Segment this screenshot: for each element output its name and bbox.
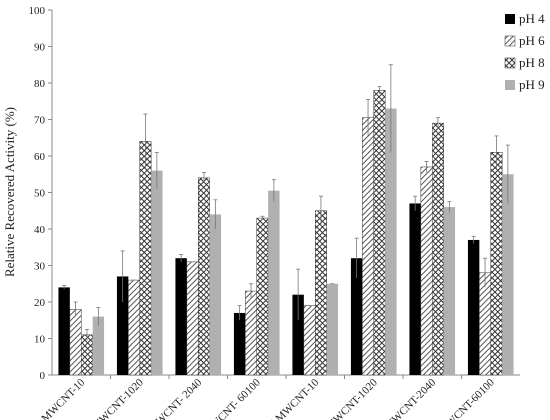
bar — [326, 283, 339, 375]
x-tick-label: f-MWCNT-60100 — [432, 376, 497, 420]
y-tick-label: 80 — [34, 78, 46, 90]
bar — [409, 203, 421, 375]
bar — [443, 207, 456, 375]
legend-label: pH 9 — [519, 77, 545, 92]
bar — [69, 309, 82, 376]
bar — [139, 141, 152, 376]
bar — [116, 276, 129, 375]
bar — [92, 316, 105, 375]
bar — [303, 305, 316, 376]
y-tick-label: 100 — [29, 5, 46, 17]
bar — [268, 190, 280, 375]
bar — [175, 258, 187, 375]
x-tick-label: f-MWCNT-10 — [268, 376, 321, 420]
legend-label: pH 6 — [519, 33, 545, 48]
legend-swatch — [505, 14, 515, 24]
bar — [362, 117, 374, 376]
x-tick-label: f-MWCNT-1020 — [319, 376, 380, 420]
y-tick-label: 10 — [34, 334, 46, 346]
bar — [58, 287, 70, 375]
bar — [292, 294, 304, 375]
bar — [350, 258, 363, 375]
bar — [198, 177, 210, 376]
bar — [256, 217, 269, 376]
bar — [420, 166, 433, 376]
y-axis-label: Relative Recovered Activity (%) — [2, 107, 17, 277]
legend-swatch — [505, 80, 515, 90]
bar — [490, 152, 503, 376]
legend-label: pH 4 — [519, 11, 545, 26]
legend-swatch — [504, 35, 516, 47]
bar — [502, 174, 514, 375]
bar — [128, 279, 140, 376]
y-tick-label: 70 — [34, 115, 46, 127]
legend-swatch — [504, 57, 516, 69]
bar — [233, 312, 246, 375]
y-tick-label: 60 — [34, 151, 46, 163]
bar — [151, 170, 163, 375]
y-tick-label: 0 — [40, 370, 46, 382]
y-tick-label: 20 — [34, 297, 46, 309]
bar — [209, 214, 222, 375]
bar — [479, 272, 491, 376]
bar — [245, 290, 257, 376]
y-tick-label: 30 — [34, 261, 46, 273]
bar — [373, 90, 386, 376]
bar — [467, 239, 480, 375]
bar — [385, 108, 397, 376]
y-tick-label: 50 — [34, 188, 46, 200]
bar — [186, 261, 199, 376]
x-tick-label: MWCNT- 2040 — [147, 376, 205, 420]
y-tick-label: 90 — [34, 42, 46, 54]
bar — [432, 122, 444, 376]
x-tick-label: f-MWCNT-2040 — [377, 376, 438, 420]
x-tick-label: MWCNT-1020 — [90, 376, 146, 420]
y-tick-label: 40 — [34, 224, 46, 236]
x-tick-label: MWCNT- 60100 — [201, 376, 263, 420]
bar — [81, 334, 93, 376]
bar — [315, 210, 327, 376]
x-tick-label: MWCNT-10 — [39, 376, 87, 420]
legend-label: pH 8 — [519, 55, 545, 70]
